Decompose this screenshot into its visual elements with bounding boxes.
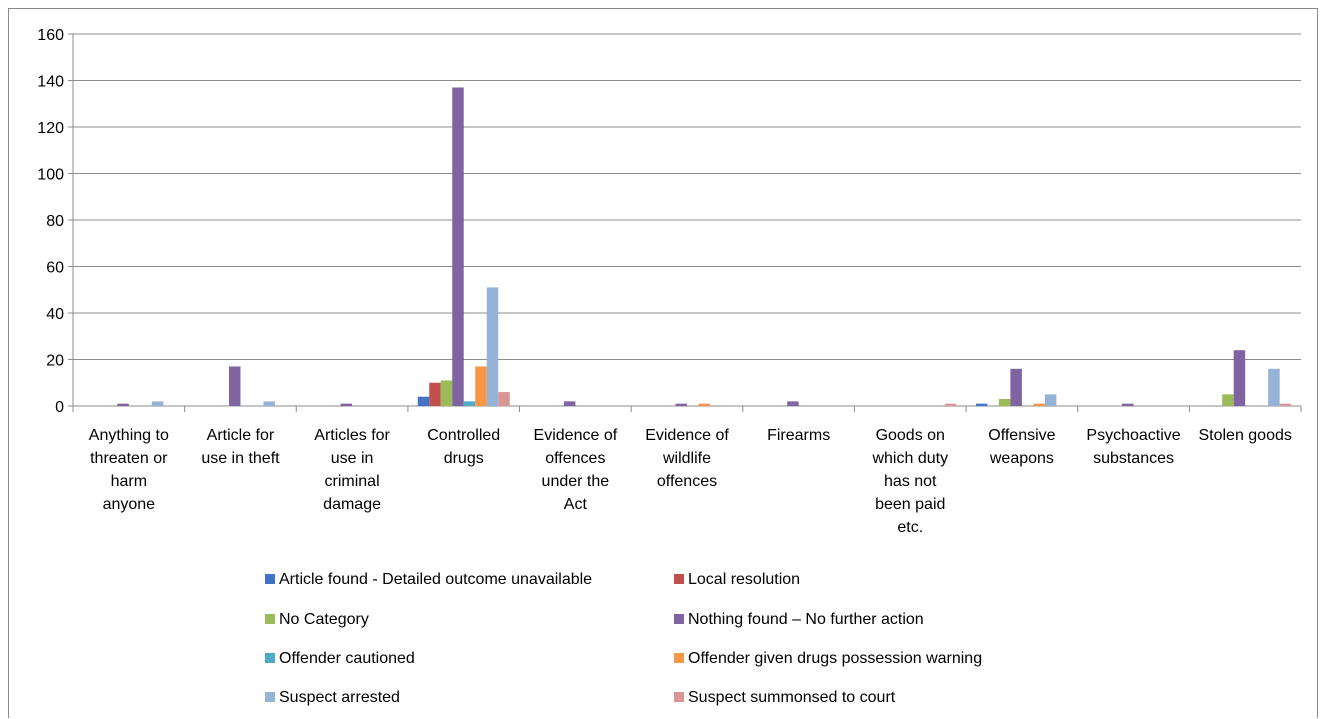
bar xyxy=(417,396,430,406)
bar-chart: 0 20 40 60 80 100 120 140 160 Anything to threate… xyxy=(37,27,1302,706)
legend-swatch xyxy=(265,614,275,624)
legend-label: Offender given drugs possession warning xyxy=(688,650,982,667)
gridlines xyxy=(73,33,1301,360)
legend-swatch xyxy=(674,574,684,584)
bar xyxy=(498,392,510,406)
bar xyxy=(675,403,687,406)
x-category-label: Anything to threaten or harm anyone xyxy=(89,427,169,513)
axes xyxy=(68,33,1302,412)
legend-swatch xyxy=(674,692,684,702)
legend-label: No Category xyxy=(279,611,369,628)
x-category-label: Evidence of offences under the Act xyxy=(534,427,618,513)
y-tick-label: 160 xyxy=(37,27,64,44)
y-tick-label: 140 xyxy=(37,74,64,91)
x-category-label: Evidence of wildlife offences xyxy=(645,427,729,490)
legend-swatch xyxy=(674,653,684,663)
bar xyxy=(228,366,241,406)
y-tick-label: 0 xyxy=(55,399,64,416)
bar xyxy=(1044,394,1057,406)
legend-label: Nothing found – No further action xyxy=(688,611,924,628)
x-category-label: Goods on which duty has not been paid etc. xyxy=(871,427,948,536)
bar xyxy=(151,401,164,406)
legend-label: Suspect arrested xyxy=(279,689,400,706)
bar xyxy=(1122,403,1134,406)
bar xyxy=(563,401,576,406)
y-tick-label: 20 xyxy=(46,353,64,370)
x-category-label: Psychoactive substances xyxy=(1086,427,1180,467)
bar xyxy=(429,382,441,406)
bar xyxy=(1222,394,1234,406)
bar xyxy=(1033,403,1045,406)
y-tick-label: 120 xyxy=(37,120,64,137)
legend-label: Article found - Detailed outcome unavail… xyxy=(279,571,592,588)
bar xyxy=(117,403,129,406)
bar xyxy=(463,401,476,406)
legend-label: Local resolution xyxy=(688,571,800,588)
bar xyxy=(1233,350,1246,406)
bar xyxy=(1268,368,1280,406)
x-category-label: Stolen goods xyxy=(1198,427,1291,444)
x-axis-category-labels: Anything to threaten or harm anyone Article … xyxy=(89,427,1292,536)
x-category-label: Articles for use in criminal damage xyxy=(314,427,390,513)
x-category-label: Controlled drugs xyxy=(427,427,500,467)
bar xyxy=(944,403,957,406)
x-category-label: Firearms xyxy=(767,427,830,444)
y-tick-label: 60 xyxy=(46,260,64,277)
bar xyxy=(975,403,988,406)
legend: Article found - Detailed outcome unavail… xyxy=(265,571,982,706)
bar xyxy=(263,401,275,406)
bar xyxy=(1279,403,1292,406)
x-category-label: Article for use in theft xyxy=(201,427,280,467)
legend-swatch xyxy=(265,692,275,702)
bar xyxy=(998,399,1011,406)
bar xyxy=(340,403,353,406)
legend-label: Suspect summonsed to court xyxy=(688,689,896,706)
bar xyxy=(452,87,464,406)
chart-frame: 0 20 40 60 80 100 120 140 160 Anything to threate… xyxy=(8,8,1318,718)
x-category-label: Offensive weapons xyxy=(988,427,1055,467)
bar xyxy=(440,380,453,406)
bar xyxy=(787,401,799,406)
bar xyxy=(475,366,487,406)
legend-swatch xyxy=(265,653,275,663)
bar xyxy=(698,403,710,406)
bar xyxy=(1010,368,1022,406)
y-tick-label: 100 xyxy=(37,167,64,184)
y-tick-label: 80 xyxy=(46,213,64,230)
bar xyxy=(486,287,499,406)
y-axis-tick-labels: 0 20 40 60 80 100 120 140 160 xyxy=(37,27,64,416)
bars xyxy=(117,87,1292,406)
y-tick-label: 40 xyxy=(46,306,64,323)
legend-swatch xyxy=(265,574,275,584)
legend-swatch xyxy=(674,614,684,624)
legend-label: Offender cautioned xyxy=(279,650,415,667)
